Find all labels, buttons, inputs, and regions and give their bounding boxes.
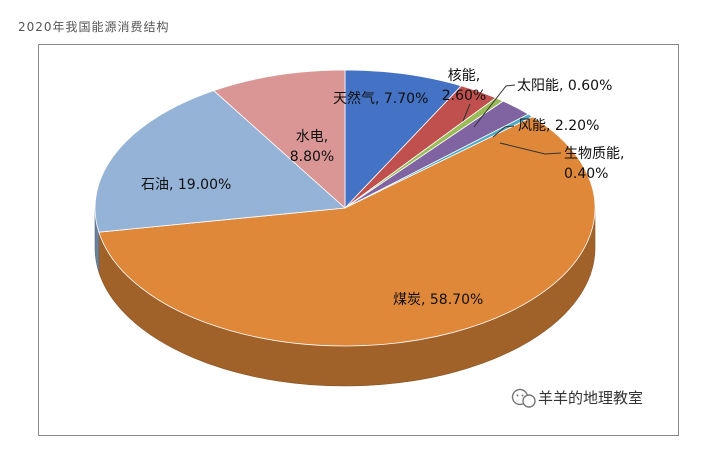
leader-lines [462,84,562,155]
leader-line-heneng [462,103,471,122]
slice-label-taiyangneng: 太阳能, 0.60% [517,78,612,94]
slice-label-meitan: 煤炭, 58.70% [393,292,483,308]
watermark: 羊羊的地理教室 [511,388,643,408]
slice-label-tianranqi: 天然气, 7.70% [333,90,428,107]
slice-label-shuidian: 水电, [296,129,328,145]
slice-label-shengwuzhineng: 生物质能, [564,146,624,162]
slice-tianranqi [344,69,463,210]
slice-shuidian [212,69,346,209]
leader-line-shengwuzhineng [499,142,562,155]
leader-line-fengneng [492,125,515,138]
slice-labels: 天然气, 7.70% 核能, 2.60% 太阳能, 0.60% 风能, 2.20% 生物质… [141,68,624,308]
page-title: 2020年我国能源消费结构 [18,20,170,34]
slice-label-heneng: 2.60% [442,88,486,104]
wechat-icon [511,388,536,408]
pie-tops [94,69,596,347]
slice-label-shiyou: 石油, 19.00% [141,177,231,193]
slice-shiyou [94,90,346,233]
leader-line-taiyangneng [473,84,516,128]
slice-label-shuidian: 8.80% [290,149,334,165]
slice-label-shengwuzhineng: 0.40% [564,166,608,182]
watermark-text: 羊羊的地理教室 [538,389,643,407]
slice-label-fengneng: 风能, 2.20% [518,118,599,134]
slice-label-heneng: 核能, [448,68,480,84]
slice-meitan [98,116,596,347]
